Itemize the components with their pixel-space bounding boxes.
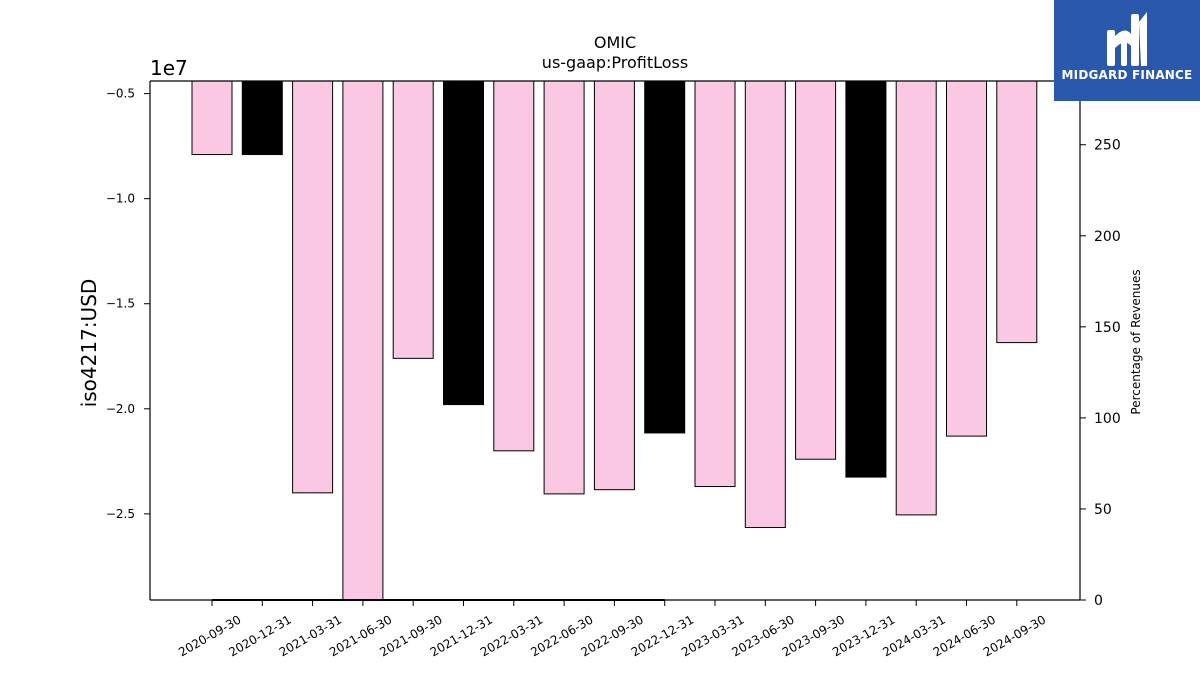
y-offset-label: 1e7 xyxy=(150,56,188,80)
bar-2022-03-31 xyxy=(493,80,535,452)
y-axis-label: iso4217:USD xyxy=(77,279,101,408)
bar-2024-03-31 xyxy=(895,80,937,516)
bar-2022-12-31 xyxy=(644,80,686,434)
bar-2020-12-31 xyxy=(241,80,283,156)
y-tick-label: −1.5 xyxy=(106,297,135,311)
bar-2023-12-31 xyxy=(845,80,887,478)
bar-2020-09-30 xyxy=(191,80,233,156)
bar-2021-06-30 xyxy=(342,80,384,601)
bars-group xyxy=(191,80,1038,601)
midgard-logo-icon xyxy=(1107,12,1147,66)
y2-tick-label: 0 xyxy=(1094,593,1103,609)
bar-2024-06-30 xyxy=(946,80,987,437)
y2-tick-label: 200 xyxy=(1094,229,1121,245)
bar-2021-12-31 xyxy=(443,80,484,406)
y-tick-label: −2.0 xyxy=(106,402,135,416)
logo-text: MIDGARD FINANCE xyxy=(1061,68,1193,82)
bar-2023-06-30 xyxy=(744,80,786,529)
y2-tick-label: 100 xyxy=(1094,411,1121,427)
bar-2023-03-31 xyxy=(694,80,736,488)
y2-axis-label: Percentage of Revenues xyxy=(1129,269,1143,414)
y2-tick-label: 150 xyxy=(1094,320,1121,336)
y-tick-label: −2.5 xyxy=(106,507,135,521)
bar-2021-09-30 xyxy=(392,80,434,359)
bar-2024-09-30 xyxy=(996,80,1038,344)
y2-tick-label: 50 xyxy=(1094,502,1112,518)
bar-2022-09-30 xyxy=(593,80,635,491)
midgard-finance-logo: MIDGARD FINANCE xyxy=(1054,0,1200,101)
chart-title: OMIC xyxy=(594,33,636,52)
bar-2021-03-31 xyxy=(292,80,334,494)
bar-2023-09-30 xyxy=(795,80,837,460)
chart-subtitle: us-gaap:ProfitLoss xyxy=(542,53,688,72)
y-tick-label: −0.5 xyxy=(106,87,135,101)
bar-2022-06-30 xyxy=(543,80,585,495)
y-tick-label: −1.0 xyxy=(106,192,135,206)
y2-tick-label: 250 xyxy=(1094,138,1121,154)
